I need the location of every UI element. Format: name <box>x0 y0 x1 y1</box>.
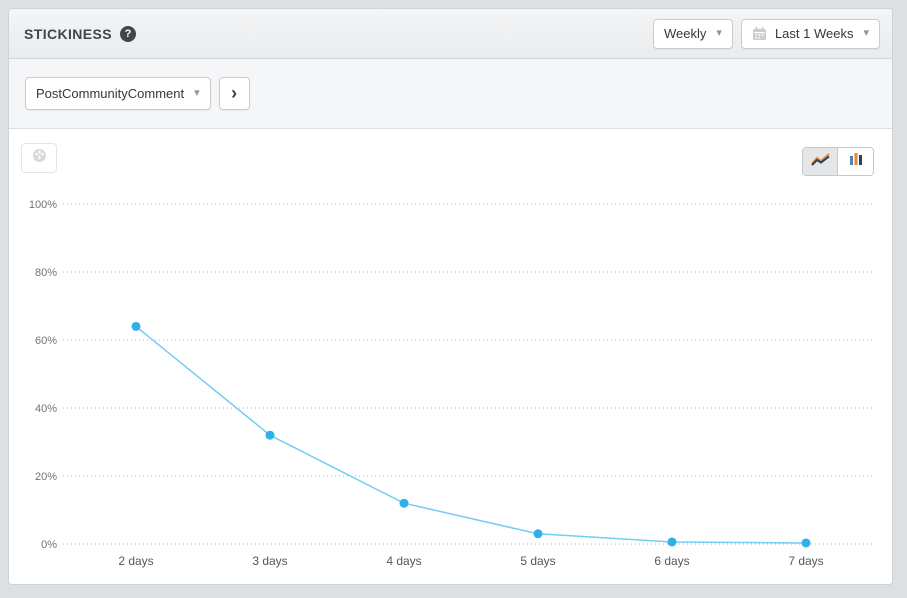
event-dropdown[interactable]: PostCommunityComment ▾ <box>25 77 211 110</box>
svg-text:5 days: 5 days <box>520 554 555 568</box>
caret-down-icon: ▾ <box>863 27 869 39</box>
date-range-dropdown-value: Last 1 Weeks <box>774 26 854 41</box>
event-dropdown-value: PostCommunityComment <box>36 86 185 101</box>
chart-section: 0% 20% 40% 60% 80% 100% 2 days 3 days 4 days 5 da… <box>9 129 893 585</box>
svg-text:60%: 60% <box>35 335 57 347</box>
expand-button[interactable]: › <box>218 77 250 110</box>
calendar-icon <box>752 26 767 41</box>
svg-text:40%: 40% <box>35 403 57 415</box>
bar-chart-icon <box>849 152 863 171</box>
svg-text:20%: 20% <box>35 471 57 483</box>
gauge-icon <box>31 148 48 168</box>
line-chart-toggle-button[interactable] <box>803 148 838 175</box>
date-range-dropdown[interactable]: Last 1 Weeks ▾ <box>740 18 880 49</box>
svg-text:4 days: 4 days <box>386 554 421 568</box>
svg-text:6 days: 6 days <box>654 554 689 568</box>
add-to-dashboard-button[interactable] <box>21 143 57 173</box>
svg-text:7 days: 7 days <box>788 554 823 568</box>
caret-down-icon: ▾ <box>194 87 200 99</box>
granularity-dropdown[interactable]: Weekly ▾ <box>653 18 733 49</box>
chart-view-toggle <box>802 147 874 176</box>
panel-header: STICKINESS ? Weekly ▾ Las <box>9 9 892 59</box>
stickiness-panel: STICKINESS ? Weekly ▾ Las <box>8 8 893 585</box>
bar-chart-toggle-button[interactable] <box>838 148 873 175</box>
event-toolbar: PostCommunityComment ▾ › <box>9 59 892 129</box>
help-icon[interactable]: ? <box>120 25 137 42</box>
svg-text:100%: 100% <box>29 199 57 211</box>
svg-text:80%: 80% <box>35 267 57 279</box>
stickiness-line-chart[interactable]: 0% 20% 40% 60% 80% 100% 2 days 3 days 4 days 5 da… <box>9 129 893 585</box>
svg-text:0%: 0% <box>41 539 57 551</box>
svg-text:2 days: 2 days <box>118 554 153 568</box>
chevron-right-icon: › <box>231 83 238 103</box>
granularity-dropdown-value: Weekly <box>664 26 707 41</box>
caret-down-icon: ▾ <box>716 27 722 39</box>
svg-text:3 days: 3 days <box>252 554 287 568</box>
page-title: STICKINESS <box>24 25 113 42</box>
line-chart-icon <box>810 152 830 171</box>
